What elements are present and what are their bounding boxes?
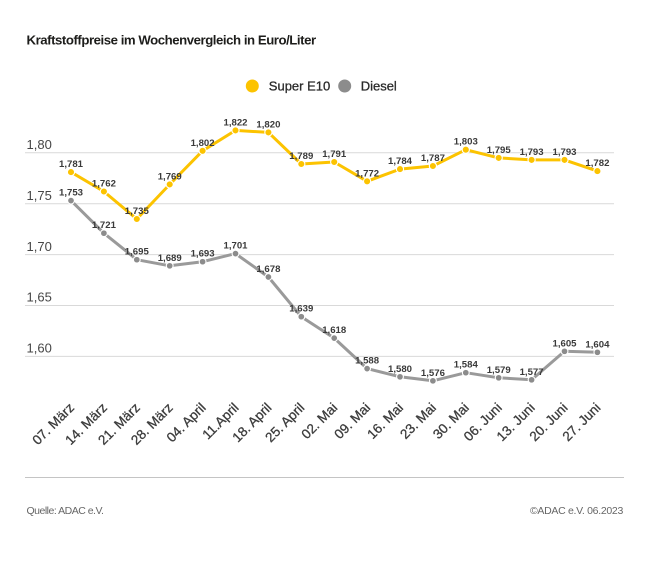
svg-text:1,802: 1,802 (191, 138, 215, 149)
svg-text:1,577: 1,577 (520, 367, 544, 378)
svg-text:Diesel: Diesel (361, 79, 397, 94)
svg-text:1,789: 1,789 (289, 151, 313, 162)
svg-text:1,781: 1,781 (59, 159, 84, 170)
svg-text:©ADAC e.V. 06.2023: ©ADAC e.V. 06.2023 (530, 505, 623, 517)
svg-text:1,70: 1,70 (27, 239, 52, 254)
svg-text:1,769: 1,769 (158, 171, 182, 182)
svg-text:1,588: 1,588 (355, 356, 380, 367)
svg-text:1,605: 1,605 (552, 338, 577, 349)
svg-text:1,784: 1,784 (388, 156, 413, 167)
svg-text:1,793: 1,793 (552, 147, 576, 158)
svg-text:1,689: 1,689 (158, 253, 182, 264)
svg-text:Quelle: ADAC e.V.: Quelle: ADAC e.V. (27, 505, 104, 517)
svg-text:1,721: 1,721 (92, 220, 117, 231)
svg-text:1,604: 1,604 (585, 339, 610, 350)
svg-text:1,576: 1,576 (421, 368, 445, 379)
svg-text:1,693: 1,693 (191, 249, 215, 260)
svg-text:1,822: 1,822 (223, 117, 247, 128)
svg-text:1,80: 1,80 (27, 137, 52, 152)
svg-text:Kraftstoffpreise im Wochenverg: Kraftstoffpreise im Wochenvergleich in E… (27, 33, 316, 48)
svg-text:1,787: 1,787 (421, 153, 445, 164)
svg-text:1,580: 1,580 (388, 364, 412, 375)
svg-text:1,762: 1,762 (92, 179, 116, 190)
svg-text:1,735: 1,735 (125, 206, 150, 217)
svg-text:1,618: 1,618 (322, 325, 347, 336)
svg-text:1,65: 1,65 (27, 290, 52, 305)
svg-text:1,60: 1,60 (27, 341, 52, 356)
svg-text:09. Mai: 09. Mai (331, 400, 373, 442)
svg-text:1,772: 1,772 (355, 168, 379, 179)
svg-text:16. Mai: 16. Mai (364, 400, 406, 442)
svg-text:1,803: 1,803 (454, 137, 478, 148)
svg-text:02. Mai: 02. Mai (298, 400, 340, 442)
svg-text:1,579: 1,579 (487, 365, 511, 376)
svg-text:1,793: 1,793 (520, 147, 544, 158)
svg-text:1,695: 1,695 (125, 247, 150, 258)
svg-text:1,753: 1,753 (59, 188, 83, 199)
svg-text:1,701: 1,701 (223, 241, 248, 252)
svg-text:1,782: 1,782 (585, 158, 609, 169)
svg-text:1,820: 1,820 (256, 119, 280, 130)
svg-text:Super E10: Super E10 (269, 79, 330, 94)
svg-text:1,795: 1,795 (487, 145, 512, 156)
svg-text:1,678: 1,678 (256, 264, 281, 275)
svg-text:1,75: 1,75 (27, 188, 52, 203)
svg-text:1,639: 1,639 (289, 304, 313, 315)
svg-text:1,791: 1,791 (322, 149, 347, 160)
svg-text:1,584: 1,584 (454, 360, 479, 371)
svg-text:23. Mai: 23. Mai (397, 400, 439, 442)
